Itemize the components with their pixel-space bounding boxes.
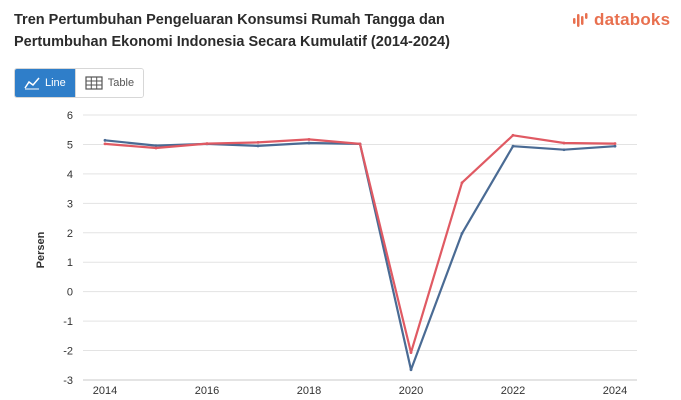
grid-lines: [83, 114, 637, 381]
x-tick-labels: 2014 2016 2018 2020 2022 2024: [93, 385, 627, 397]
data-point[interactable]: [307, 141, 311, 145]
data-point[interactable]: [409, 351, 413, 355]
data-point[interactable]: [511, 144, 515, 148]
line-view-button[interactable]: Line: [15, 69, 75, 97]
y-tick-label: -3: [63, 375, 73, 387]
data-point[interactable]: [562, 148, 566, 152]
data-point[interactable]: [256, 140, 260, 144]
logo-text: databoks: [594, 10, 671, 29]
table-icon: [85, 76, 103, 90]
y-tick-label: 3: [67, 198, 73, 210]
y-tick-label: 6: [67, 110, 73, 122]
data-point[interactable]: [358, 142, 362, 146]
y-tick-label: -2: [63, 346, 73, 358]
y-tick-label: 4: [67, 169, 73, 181]
series-line-2[interactable]: [104, 134, 616, 354]
x-tick-label: 2022: [501, 385, 525, 397]
x-tick-label: 2024: [603, 385, 627, 397]
data-point[interactable]: [562, 141, 566, 145]
data-point[interactable]: [460, 181, 464, 185]
data-point[interactable]: [613, 144, 617, 148]
databoks-logo: databoks: [572, 10, 670, 30]
x-tick-label: 2020: [399, 385, 423, 397]
data-point[interactable]: [409, 368, 413, 372]
databoks-logo-icon: [573, 13, 588, 27]
data-point[interactable]: [613, 142, 617, 145]
x-tick-label: 2014: [93, 385, 117, 397]
series-lines: [103, 133, 617, 372]
data-point[interactable]: [205, 142, 209, 145]
table-view-button[interactable]: Table: [74, 69, 144, 97]
y-tick-label: 0: [67, 287, 73, 299]
table-view-label: Table: [107, 77, 135, 89]
x-tick-label: 2018: [297, 385, 321, 397]
data-point[interactable]: [154, 144, 158, 148]
y-tick-label: -1: [63, 316, 73, 328]
view-toggle: Line Table: [14, 68, 145, 98]
line-view-label: Line: [45, 77, 66, 89]
line-chart-icon: [24, 77, 40, 90]
data-point[interactable]: [154, 146, 158, 150]
data-point[interactable]: [460, 231, 464, 235]
y-tick-label: 5: [67, 139, 73, 151]
data-point[interactable]: [307, 138, 311, 141]
data-point[interactable]: [256, 144, 260, 148]
data-point[interactable]: [103, 138, 107, 142]
data-point[interactable]: [511, 133, 515, 137]
chart-title: Tren Pertumbuhan Pengeluaran Konsumsi Ru…: [14, 12, 450, 50]
x-tick-label: 2016: [195, 385, 219, 397]
series-line-1[interactable]: [104, 139, 616, 371]
y-tick-label: 2: [67, 228, 73, 240]
y-axis-label: Persen: [35, 231, 47, 268]
y-tick-labels: -3 -2 -1 0 1 2 3 4 5 6: [63, 110, 73, 387]
data-point[interactable]: [103, 142, 107, 146]
y-tick-label: 1: [67, 257, 73, 269]
